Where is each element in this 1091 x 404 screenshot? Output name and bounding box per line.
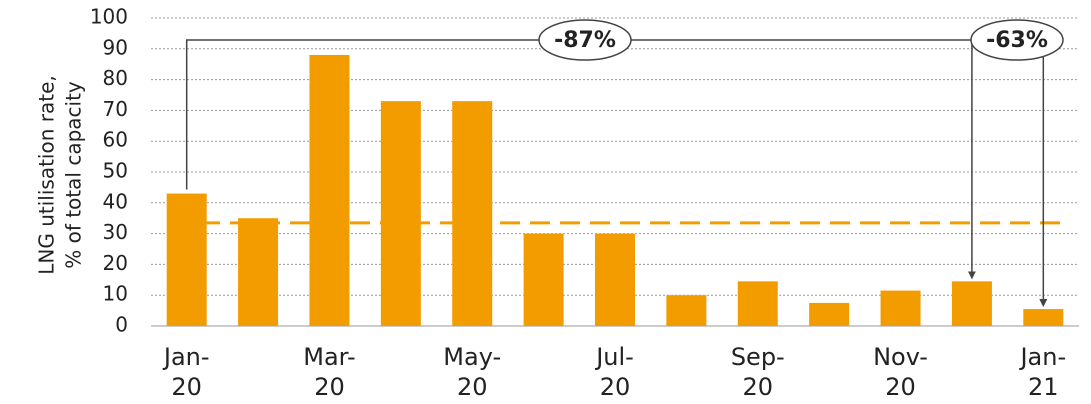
bar xyxy=(166,193,207,326)
y-tick-label: 90 xyxy=(103,35,128,59)
annotation-label: -87% xyxy=(554,28,616,53)
bar xyxy=(309,54,350,327)
y-axis-label: LNG utilisation rate, % of total capacit… xyxy=(35,75,86,274)
bar xyxy=(380,101,421,326)
x-tick-label: May-20 xyxy=(443,343,501,401)
bar xyxy=(951,281,992,326)
y-tick-label: 80 xyxy=(103,66,128,90)
x-tick-label: Mar-20 xyxy=(303,343,355,401)
bar xyxy=(1023,309,1064,326)
x-tick-label-line: 20 xyxy=(314,373,345,401)
y-tick-label: 40 xyxy=(103,189,128,213)
x-tick-label-line: Nov- xyxy=(873,343,928,371)
x-tick-label-line: 20 xyxy=(600,373,631,401)
y-tick-label: 10 xyxy=(103,282,128,306)
x-tick-label-line: Jan- xyxy=(1018,343,1066,371)
y-tick-label: 0 xyxy=(115,313,128,337)
y-axis-label-line: % of total capacity xyxy=(62,81,86,269)
x-tick-label: Sep-20 xyxy=(731,343,785,401)
y-tick-label: 70 xyxy=(103,97,128,121)
y-axis-label-line: LNG utilisation rate, xyxy=(35,75,59,274)
y-tick-label: 30 xyxy=(103,220,128,244)
bar xyxy=(666,295,707,326)
x-tick-label-line: Mar- xyxy=(303,343,355,371)
y-tick-label: 50 xyxy=(103,159,128,183)
y-tick-label: 100 xyxy=(90,5,128,29)
x-tick-label-line: 21 xyxy=(1028,373,1059,401)
x-tick-label-line: May- xyxy=(443,343,501,371)
x-tick-label-line: 20 xyxy=(742,373,773,401)
x-tick-label: Jan-20 xyxy=(162,343,210,401)
annotation-bubble xyxy=(970,19,1064,61)
x-tick-label-line: Jan- xyxy=(162,343,210,371)
y-tick-label: 60 xyxy=(103,128,128,152)
x-tick-label-line: Jul- xyxy=(594,343,634,371)
bar xyxy=(737,281,778,326)
bar xyxy=(595,233,635,326)
bar xyxy=(452,101,493,326)
x-tick-label-line: 20 xyxy=(885,373,916,401)
bar xyxy=(238,218,279,326)
bar xyxy=(809,302,850,326)
x-tick-label-line: 20 xyxy=(171,373,202,401)
annotation-label: -63% xyxy=(986,28,1048,53)
x-tick-label: Nov-20 xyxy=(873,343,928,401)
x-tick-label-line: Sep- xyxy=(731,343,785,371)
bar xyxy=(880,290,921,326)
x-tick-label: Jul-20 xyxy=(594,343,634,401)
bar xyxy=(523,233,564,326)
x-tick-label-line: 20 xyxy=(457,373,488,401)
annotation-bubble xyxy=(538,19,632,61)
y-tick-label: 20 xyxy=(103,251,128,275)
x-tick-label: Jan-21 xyxy=(1018,343,1066,401)
